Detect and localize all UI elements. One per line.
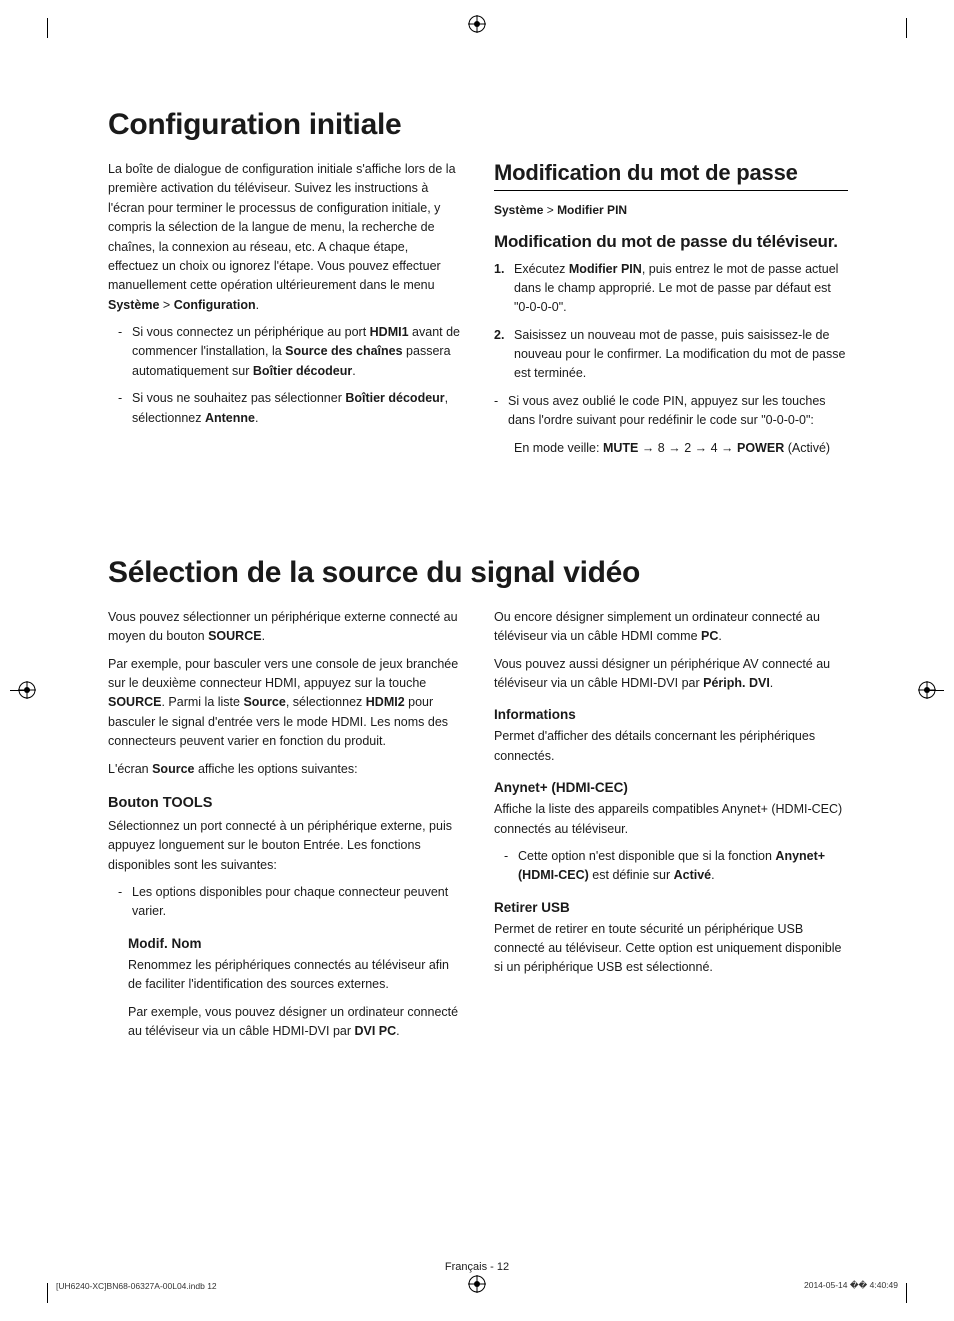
body-text: Vous pouvez sélectionner un périphérique… (108, 608, 462, 647)
list-item: Les options disponibles pour chaque conn… (122, 883, 462, 922)
list-item: Exécutez Modifier PIN, puis entrez le mo… (494, 260, 848, 318)
section1-columns: La boîte de dialogue de configuration in… (108, 160, 848, 466)
modif-nom-block: Modif. Nom Renommez les périphériques co… (108, 936, 462, 1042)
anynet-heading: Anynet+ (HDMI-CEC) (494, 780, 848, 795)
body-text: Par exemple, vous pouvez désigner un ord… (128, 1003, 462, 1042)
intro-paragraph: La boîte de dialogue de configuration in… (108, 160, 462, 315)
section2-title: Sélection de la source du signal vidéo (108, 556, 848, 590)
section1-left-column: La boîte de dialogue de configuration in… (108, 160, 462, 466)
list-item: Cette option n'est disponible que si la … (508, 847, 848, 886)
retirer-usb-heading: Retirer USB (494, 900, 848, 915)
section2-left-column: Vous pouvez sélectionner un périphérique… (108, 608, 462, 1049)
body-text: Sélectionnez un port connecté à un périp… (108, 817, 462, 875)
section1-title: Configuration initiale (108, 108, 848, 142)
body-text: Renommez les périphériques connectés au … (128, 956, 462, 995)
section1-right-column: Modification du mot de passe Système > M… (494, 160, 848, 466)
page-footer-center: Français - 12 (0, 1261, 954, 1273)
crop-mark (906, 1283, 907, 1303)
modif-nom-heading: Modif. Nom (128, 936, 462, 951)
registration-mark-icon (468, 15, 486, 33)
list-item: Saisissez un nouveau mot de passe, puis … (494, 326, 848, 384)
pin-reset-sequence: En mode veille: MUTE → 8 → 2 → 4 → POWER… (494, 439, 848, 458)
registration-mark-icon (18, 681, 36, 699)
pin-reset-note: Si vous avez oublié le code PIN, appuyez… (494, 392, 848, 431)
body-text: Affiche la liste des appareils compatibl… (494, 800, 848, 839)
note-list: Les options disponibles pour chaque conn… (108, 883, 462, 922)
body-text: Par exemple, pour basculer vers une cons… (108, 655, 462, 752)
tools-heading: Bouton TOOLS (108, 795, 462, 811)
body-text: L'écran Source affiche les options suiva… (108, 760, 462, 779)
crop-mark (47, 18, 48, 38)
body-text: Ou encore désigner simplement un ordinat… (494, 608, 848, 647)
list-item: Si vous avez oublié le code PIN, appuyez… (498, 392, 848, 431)
body-text: Permet d'afficher des détails concernant… (494, 727, 848, 766)
informations-heading: Informations (494, 707, 848, 722)
section2-columns: Vous pouvez sélectionner un périphérique… (108, 608, 848, 1049)
registration-mark-icon (468, 1275, 486, 1293)
section2: Sélection de la source du signal vidéo V… (108, 556, 848, 1049)
password-steps: Exécutez Modifier PIN, puis entrez le mo… (494, 260, 848, 384)
password-heading: Modification du mot de passe (494, 160, 848, 191)
crop-mark (47, 1283, 48, 1303)
intro-bullets: Si vous connectez un périphérique au por… (108, 323, 462, 428)
page-footer-left: [UH6240-XC]BN68-06327A-00L04.indb 12 (56, 1281, 217, 1291)
body-text: Vous pouvez aussi désigner un périphériq… (494, 655, 848, 694)
menu-breadcrumb: Système > Modifier PIN (494, 201, 848, 220)
crop-mark (906, 18, 907, 38)
list-item: Si vous connectez un périphérique au por… (122, 323, 462, 381)
anynet-note: Cette option n'est disponible que si la … (494, 847, 848, 886)
registration-mark-icon (918, 681, 936, 699)
body-text: Permet de retirer en toute sécurité un p… (494, 920, 848, 978)
page-footer-right: 2014-05-14 �� 4:40:49 (804, 1280, 898, 1291)
list-item: Si vous ne souhaitez pas sélectionner Bo… (122, 389, 462, 428)
section2-right-column: Ou encore désigner simplement un ordinat… (494, 608, 848, 1049)
password-subheading: Modification du mot de passe du télévise… (494, 232, 848, 252)
page-content: Configuration initiale La boîte de dialo… (108, 108, 848, 1049)
